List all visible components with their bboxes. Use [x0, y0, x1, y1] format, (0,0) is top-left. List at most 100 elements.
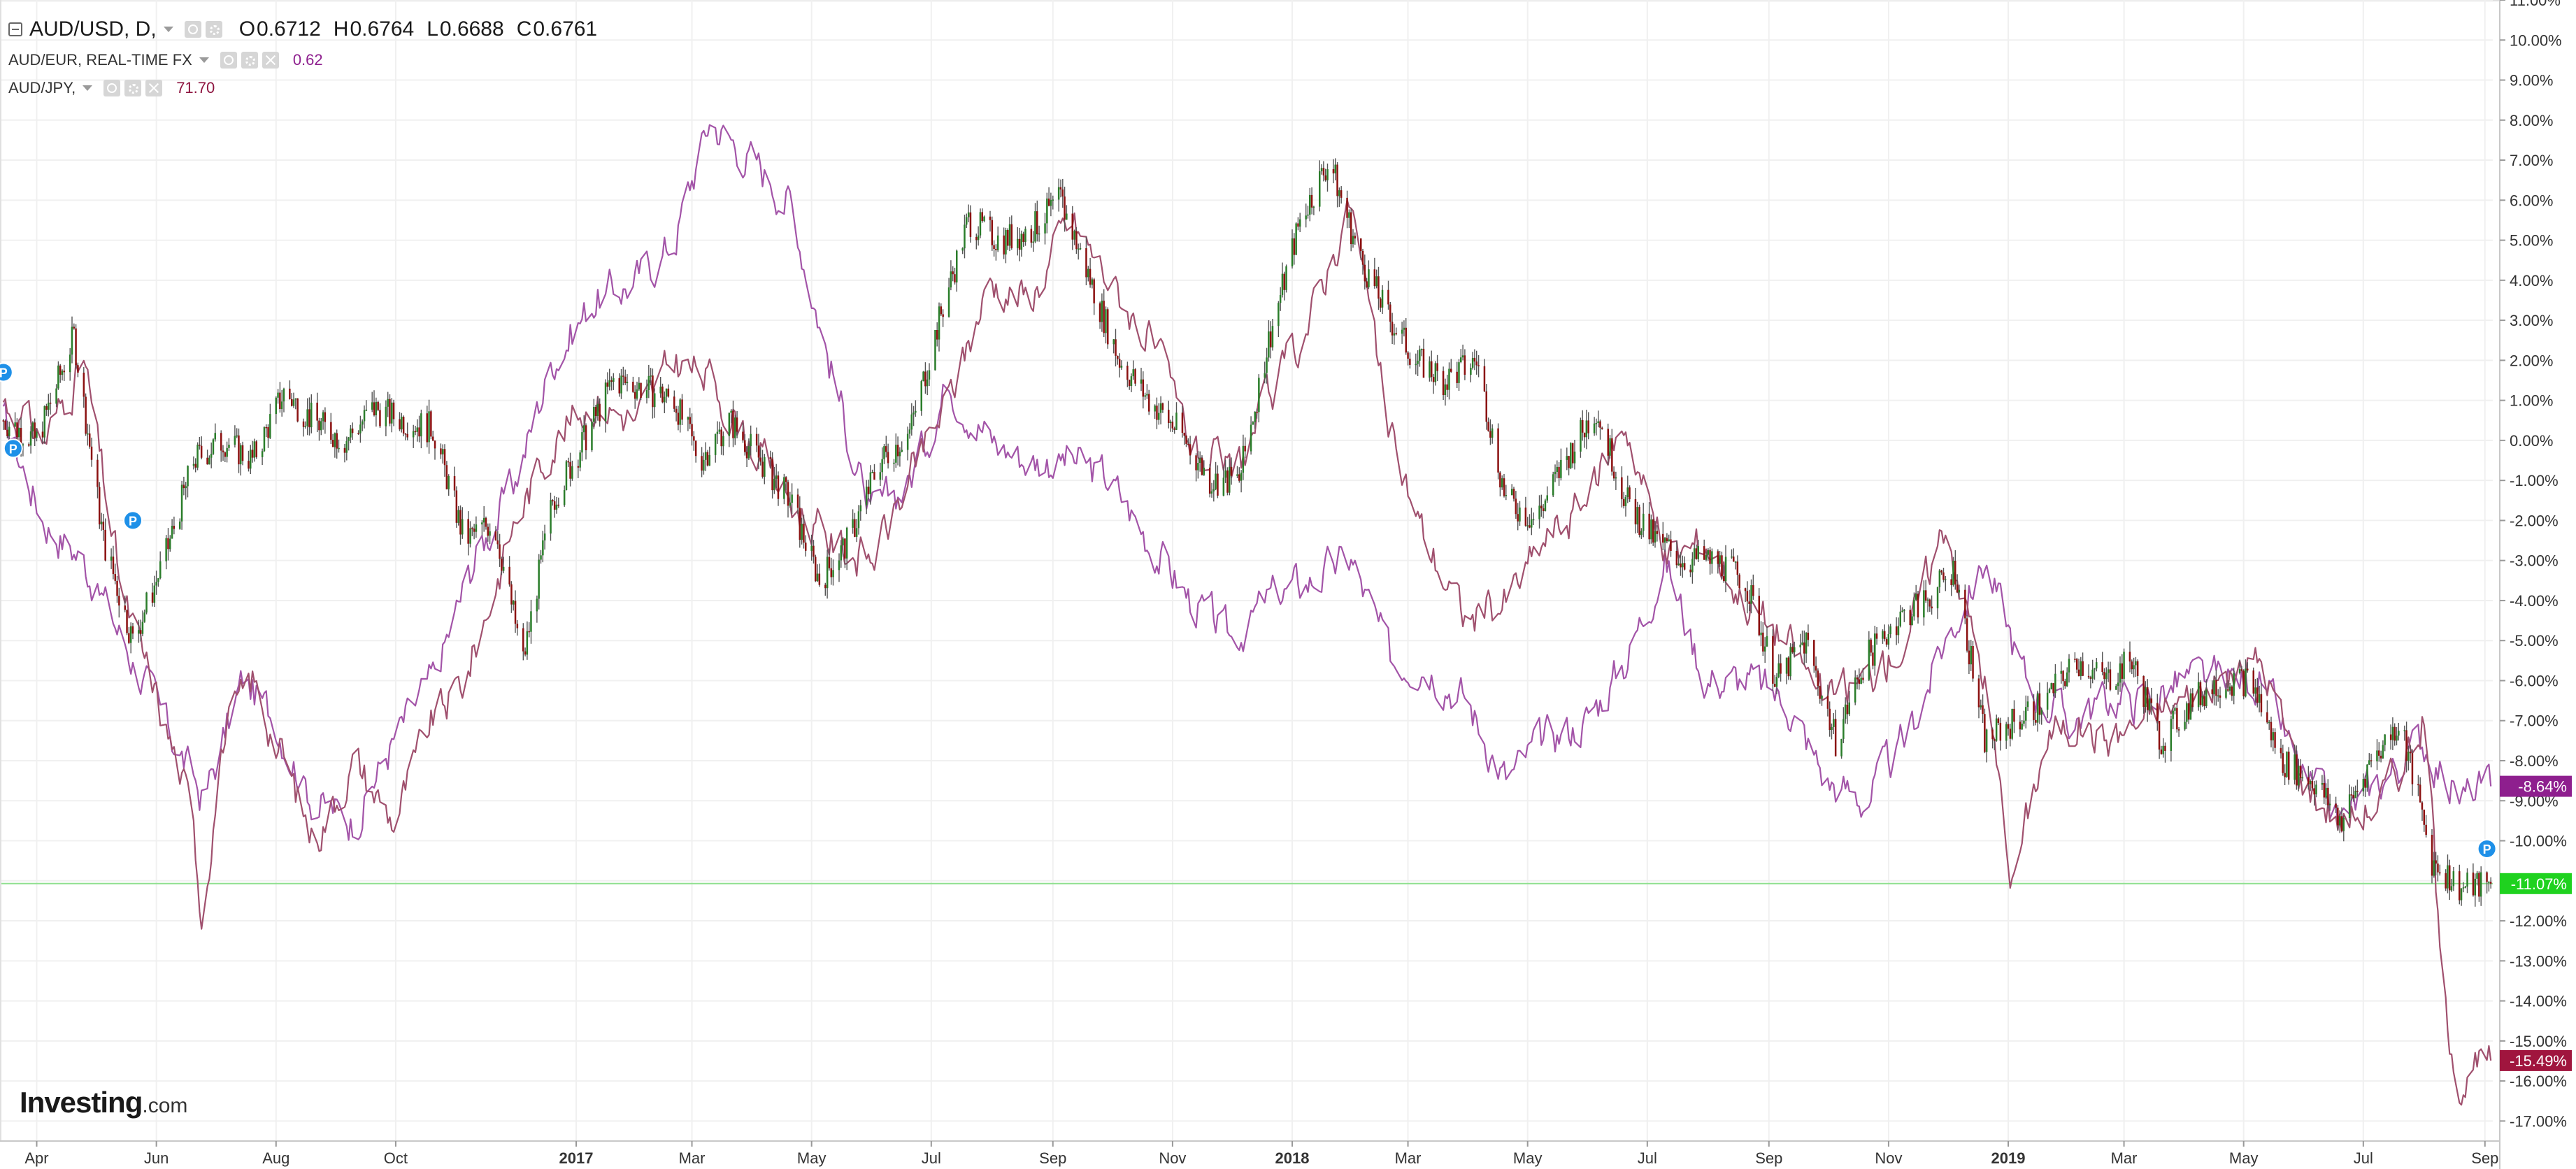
open-value: 0.6712: [257, 17, 321, 41]
candle-up: [1278, 303, 1280, 327]
candle-down: [1599, 421, 1601, 428]
candle-up: [1526, 525, 1529, 526]
visibility-icon[interactable]: [184, 21, 201, 38]
candle-up: [1580, 419, 1582, 452]
candle-up: [1566, 456, 1568, 460]
candle-up: [69, 354, 71, 373]
y-tick-label: 8.00%: [2510, 112, 2553, 129]
candle-up: [563, 490, 566, 505]
candle-down: [173, 526, 176, 529]
candle-down: [1895, 626, 1898, 636]
candle-up: [14, 422, 16, 427]
candle-up: [1860, 677, 1862, 684]
candle-down: [610, 380, 613, 382]
candle-down: [1208, 467, 1211, 494]
settings-icon[interactable]: [241, 52, 258, 69]
visibility-icon[interactable]: [220, 52, 237, 69]
candle-down: [2019, 722, 2022, 730]
remove-icon[interactable]: [145, 80, 163, 96]
candle-down: [426, 413, 428, 443]
candle-up: [263, 426, 266, 452]
candle-up: [2238, 669, 2241, 673]
candle-down: [1477, 365, 1480, 366]
y-tick-label: -14.00%: [2510, 993, 2567, 1010]
candle-up: [2354, 791, 2356, 798]
candle-up: [1626, 487, 1629, 497]
last-value-badge: [2500, 775, 2572, 797]
candle-up: [583, 425, 585, 433]
candle-up: [1368, 269, 1370, 287]
candle-down: [2435, 860, 2437, 864]
candle-up: [608, 380, 610, 387]
candle-down: [1075, 231, 1078, 250]
visibility-icon[interactable]: [103, 80, 121, 96]
candle-up: [1229, 466, 1231, 493]
collapse-legend-icon[interactable]: [8, 22, 22, 36]
settings-icon[interactable]: [124, 80, 142, 96]
candle-up: [100, 522, 103, 524]
candle-down: [1409, 359, 1411, 365]
symbol-dropdown-icon[interactable]: [163, 27, 173, 32]
candle-down: [2064, 681, 2066, 687]
compare-dropdown-icon[interactable]: [83, 85, 93, 91]
candle-up: [883, 446, 885, 459]
candle-up: [1215, 473, 1217, 489]
low-label: L: [427, 17, 438, 41]
candle-up: [1146, 394, 1148, 396]
candle-up: [428, 411, 430, 443]
y-axis: 11.00% 10.00% 9.00% 8.00% 7.00% 6.00% 5.00% 4.0…: [2499, 0, 2567, 1169]
candle-up: [2433, 860, 2435, 876]
candle-up: [1352, 236, 1354, 245]
candle-down: [681, 399, 683, 420]
event-marker-icon: [2477, 839, 2497, 859]
candle-up: [1682, 563, 1684, 568]
candle-up: [1882, 631, 1884, 639]
candle-up: [1595, 423, 1598, 424]
candle-up: [1393, 333, 1396, 336]
candle-up: [2488, 882, 2490, 883]
candle-up: [2107, 669, 2110, 673]
candle-up: [1307, 214, 1309, 216]
candle-up: [1505, 495, 1508, 496]
compare-symbol-audjpy[interactable]: AUD/JPY,: [8, 79, 76, 96]
candle-up: [334, 433, 336, 447]
candle-down: [183, 485, 185, 489]
candle-up: [1005, 230, 1007, 254]
candle-up: [1224, 470, 1226, 478]
candle-down: [2131, 661, 2133, 670]
candle-up: [1705, 554, 1708, 560]
candle-down: [769, 457, 771, 459]
candle-down: [2231, 686, 2233, 696]
settings-icon[interactable]: [205, 21, 222, 38]
investing-logo: Investing.com: [20, 1086, 187, 1119]
candle-down: [736, 417, 738, 432]
candle-up: [350, 428, 352, 438]
candle-up: [1519, 507, 1521, 522]
candle-down: [2142, 675, 2145, 708]
compare-symbol-audeur[interactable]: AUD/EUR, REAL-TIME FX: [8, 51, 192, 69]
main-symbol[interactable]: AUD/USD, D,: [29, 17, 157, 41]
candle-up: [1899, 611, 1901, 626]
compare-dropdown-icon[interactable]: [199, 57, 209, 63]
candle-down: [2052, 683, 2054, 694]
candle-up: [1668, 539, 1670, 542]
candle-down: [1787, 657, 1790, 677]
candle-up: [636, 389, 638, 399]
candle-up: [1101, 301, 1103, 322]
candle-down: [2121, 663, 2123, 679]
candle-down: [1834, 719, 1837, 756]
candle-up: [1609, 438, 1611, 456]
candle-up: [1338, 190, 1340, 196]
candle-down: [112, 557, 115, 575]
candle-up: [581, 432, 583, 453]
candle-up: [1429, 361, 1431, 378]
candle-up: [1711, 551, 1713, 564]
candle-up: [412, 431, 415, 438]
candle-up: [1693, 548, 1696, 559]
candle-down: [1201, 458, 1203, 475]
candle-down: [1709, 550, 1711, 564]
x-tick-label: 2017: [559, 1149, 594, 1167]
remove-icon[interactable]: [262, 52, 279, 69]
